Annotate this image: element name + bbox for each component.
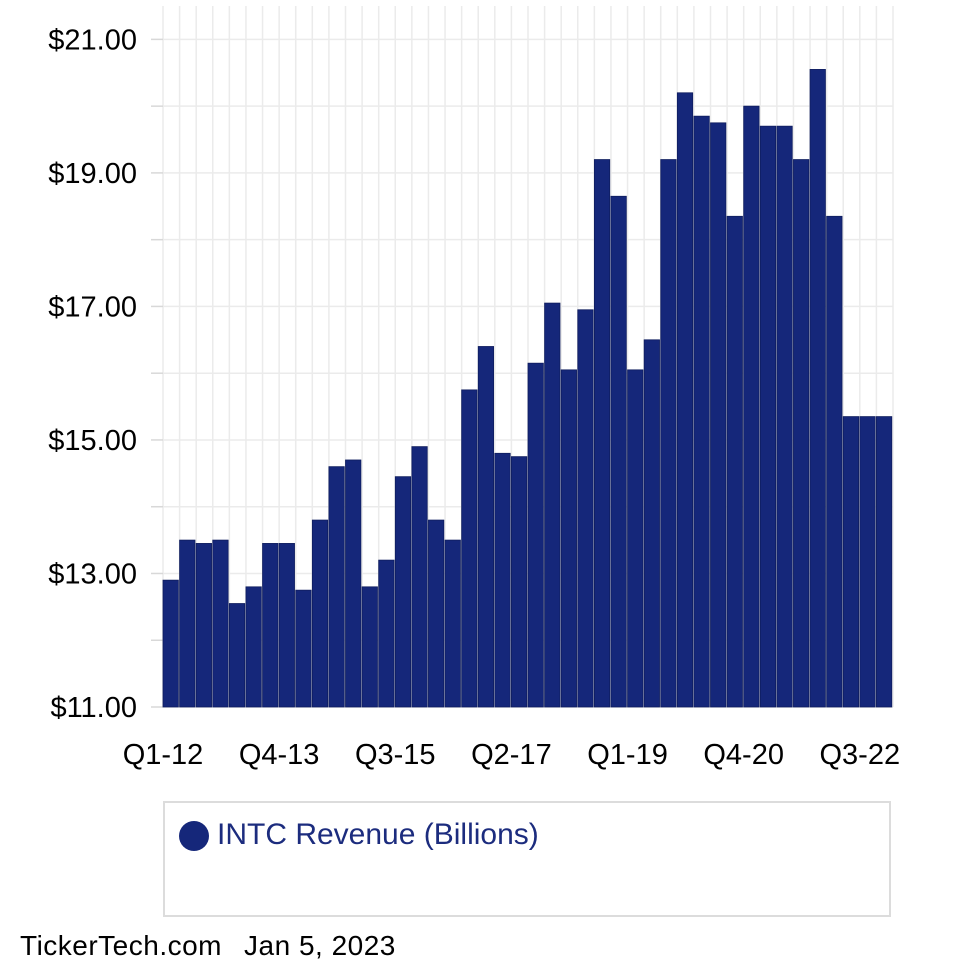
y-axis: $11.00 $13.00 $15.00 $17.00 $19.00 $21.00 [48,24,137,724]
y-tick-label: $21.00 [48,24,137,56]
bar-Q2-22 [842,416,860,708]
x-axis: Q1-12 Q4-13 Q3-15 Q2-17 Q1-19 Q4-20 Q3-22 [123,739,900,771]
legend: INTC Revenue (Billions) [163,801,891,917]
bar-Q4-19 [676,92,694,708]
bar-Q1-19 [627,369,644,708]
bar-Q2-14 [311,519,329,708]
bar-Q4-13 [278,543,295,708]
bar-Q4-18 [610,195,627,708]
y-tick-label: $13.00 [48,558,137,590]
x-tick-label: Q1-19 [587,739,668,771]
bar-Q2-20 [710,122,727,708]
footer-date: Jan 5, 2023 [244,930,396,961]
bar-Q1-14 [295,589,312,708]
bar-Q4-20 [743,105,760,708]
bar-Q2-15 [378,559,395,708]
bar-Q1-13 [228,603,246,708]
footer-source: TickerTech.com [20,930,223,961]
bar-Q1-22 [826,215,843,708]
bar-Q1-21 [759,125,777,708]
bar-Q2-16 [444,539,461,708]
bar-Q4-16 [477,346,495,708]
bar-series [162,69,893,708]
y-tick-label: $19.00 [48,158,137,190]
bar-Q4-12 [212,539,229,708]
bar-Q1-20 [693,115,710,708]
x-tick-label: Q4-20 [703,739,784,771]
bar-Q3-15 [394,476,412,708]
bar-Q3-12 [195,543,212,708]
y-tick-label: $15.00 [48,425,137,457]
bar-Q4-22 [876,416,893,708]
bar-Q2-21 [776,125,793,708]
x-tick-label: Q1-12 [123,739,204,771]
bar-Q1-18 [560,369,577,708]
bar-Q2-12 [179,539,196,708]
bar-Q3-17 [527,362,544,708]
bar-Q3-21 [793,159,810,708]
bar-Q1-16 [428,519,445,708]
bar-Q1-15 [361,586,378,708]
bar-Q2-13 [245,586,262,708]
bar-Q3-22 [859,416,876,708]
x-tick-label: Q3-15 [355,739,436,771]
bar-Q3-18 [593,159,611,708]
bar-Q1-17 [494,452,511,708]
bar-Q3-16 [461,389,478,708]
footer: TickerTech.com Jan 5, 2023 [20,928,418,964]
revenue-bar-chart: $11.00 $13.00 $15.00 $17.00 $19.00 $21.00 Q1-… [48,6,900,771]
bar-Q4-14 [345,459,362,708]
bar-Q1-12 [162,579,179,708]
bar-Q3-20 [726,215,743,708]
x-tick-label: Q4-13 [239,739,320,771]
x-tick-label: Q3-22 [820,739,901,771]
bar-Q2-18 [577,309,594,708]
bar-Q3-19 [660,159,677,708]
bar-Q2-19 [643,339,660,708]
legend-marker-icon [179,821,209,851]
bar-Q3-14 [328,466,345,708]
bar-Q4-21 [809,69,826,708]
y-tick-label: $11.00 [50,692,137,724]
bar-Q3-13 [262,543,279,708]
legend-label: INTC Revenue (Billions) [217,818,539,851]
y-tick-label: $17.00 [48,291,137,323]
bar-Q4-17 [544,302,561,708]
bar-Q2-17 [511,456,528,708]
bar-Q4-15 [411,446,428,708]
x-tick-label: Q2-17 [471,739,552,771]
